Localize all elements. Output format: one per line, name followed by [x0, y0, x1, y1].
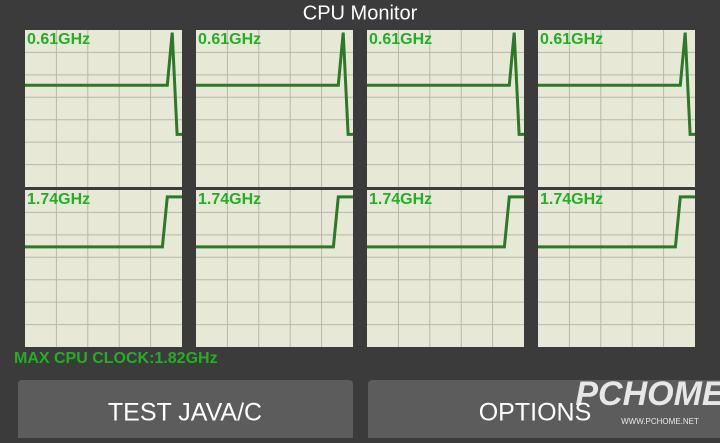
graph-panel: [538, 30, 695, 187]
watermark-logo: PCHOME: [575, 375, 720, 413]
test-button-label[interactable]: TEST JAVA/C: [108, 399, 262, 427]
frequency-label: 0.61GHz: [27, 31, 90, 48]
frequency-line: [367, 32, 524, 136]
graph-panel: [196, 190, 353, 347]
graph-panel: [367, 190, 524, 347]
frequency-label: 1.74GHz: [27, 191, 90, 208]
options-button-label[interactable]: OPTIONS: [479, 399, 592, 427]
frequency-line: [196, 32, 353, 136]
frequency-label: 1.74GHz: [198, 191, 261, 208]
watermark-site: WWW.PCHOME.NET: [621, 417, 699, 426]
graph-panel: [196, 30, 353, 187]
graph-panel: [25, 190, 182, 347]
frequency-line: [25, 195, 182, 249]
frequency-label: 1.74GHz: [369, 191, 432, 208]
frequency-label: 1.74GHz: [540, 191, 603, 208]
options-button[interactable]: [368, 380, 720, 442]
graph-panel: [538, 190, 695, 347]
graph-panel: [367, 30, 524, 187]
frequency-line: [367, 195, 524, 249]
frequency-label: 0.61GHz: [198, 31, 261, 48]
frequency-label: 0.61GHz: [369, 31, 432, 48]
frequency-line: [538, 195, 695, 249]
frequency-line: [538, 32, 695, 136]
test-button[interactable]: [18, 380, 353, 442]
max-clock: MAX CPU CLOCK:1.82GHz: [14, 350, 218, 367]
frequency-label: 0.61GHz: [540, 31, 603, 48]
app-title: CPU Monitor: [303, 2, 418, 24]
graph-panel: [25, 30, 182, 187]
frequency-line: [196, 195, 353, 249]
frequency-line: [25, 32, 182, 136]
